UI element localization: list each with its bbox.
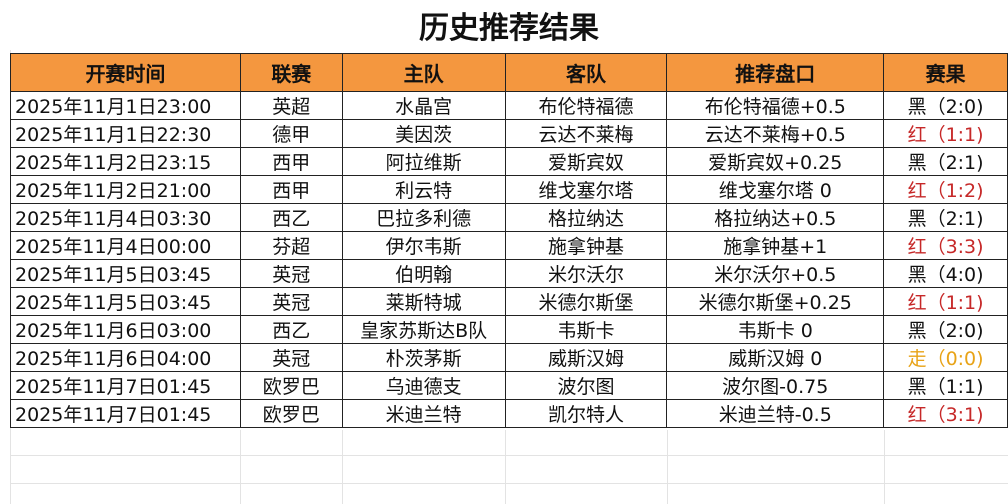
cell-home[interactable]: 水晶宫 — [341, 91, 506, 120]
results-table: 开赛时间 联赛 主队 客队 推荐盘口 赛果 2025年11月1日23:00 英超 水晶宫 布伦特… — [10, 53, 1008, 428]
cell-time[interactable]: 2025年11月4日00:00 — [10, 231, 241, 260]
cell-pick[interactable]: 爱斯宾奴+0.25 — [666, 147, 885, 176]
table-row: 2025年11月7日01:45 欧罗巴 米迪兰特 凯尔特人 米迪兰特-0.5 红（3:1) — [10, 399, 1008, 428]
cell-away[interactable]: 云达不莱梅 — [504, 119, 668, 148]
table-row: 2025年11月4日03:30 西乙 巴拉多利德 格拉纳达 格拉纳达+0.5 黑（2:1) — [10, 203, 1008, 232]
cell-league[interactable]: 西乙 — [239, 203, 343, 232]
cell-league[interactable]: 英超 — [239, 91, 343, 120]
table-row: 2025年11月7日01:45 欧罗巴 乌迪德支 波尔图 波尔图-0.75 黑（1:1) — [10, 371, 1008, 400]
cell-time[interactable]: 2025年11月6日04:00 — [10, 343, 241, 372]
cell-home[interactable]: 伯明翰 — [341, 259, 506, 288]
cell-time[interactable]: 2025年11月1日22:30 — [10, 119, 241, 148]
header-recommended-line[interactable]: 推荐盘口 — [666, 53, 885, 92]
cell-pick[interactable]: 施拿钟基+1 — [666, 231, 885, 260]
cell-result[interactable]: 黑（2:1) — [883, 203, 1008, 232]
grid-line — [667, 430, 668, 504]
table-row: 2025年11月6日03:00 西乙 皇家苏斯达B队 韦斯卡 韦斯卡 0 黑（2:0) — [10, 315, 1008, 344]
table-row: 2025年11月1日23:00 英超 水晶宫 布伦特福德 布伦特福德+0.5 黑（2:0) — [10, 91, 1008, 120]
cell-pick[interactable]: 米德尔斯堡+0.25 — [666, 287, 885, 316]
cell-away[interactable]: 维戈塞尔塔 — [504, 175, 668, 204]
cell-away[interactable]: 凯尔特人 — [504, 399, 668, 428]
cell-result[interactable]: 红（1:1) — [883, 119, 1008, 148]
cell-time[interactable]: 2025年11月1日23:00 — [10, 91, 241, 120]
cell-time[interactable]: 2025年11月6日03:00 — [10, 315, 241, 344]
cell-away[interactable]: 米尔沃尔 — [504, 259, 668, 288]
cell-result[interactable]: 红（3:1) — [883, 399, 1008, 428]
cell-away[interactable]: 布伦特福德 — [504, 91, 668, 120]
cell-pick[interactable]: 维戈塞尔塔 0 — [666, 175, 885, 204]
table-row: 2025年11月6日04:00 英冠 朴茨茅斯 威斯汉姆 威斯汉姆 0 走（0:0) — [10, 343, 1008, 372]
cell-pick[interactable]: 韦斯卡 0 — [666, 315, 885, 344]
cell-time[interactable]: 2025年11月2日21:00 — [10, 175, 241, 204]
cell-away[interactable]: 施拿钟基 — [504, 231, 668, 260]
cell-league[interactable]: 德甲 — [239, 119, 343, 148]
cell-home[interactable]: 美因茨 — [341, 119, 506, 148]
header-result[interactable]: 赛果 — [883, 53, 1008, 92]
cell-home[interactable]: 朴茨茅斯 — [341, 343, 506, 372]
cell-pick[interactable]: 米尔沃尔+0.5 — [666, 259, 885, 288]
grid-line — [505, 430, 506, 504]
cell-result[interactable]: 黑（1:1) — [883, 371, 1008, 400]
cell-result[interactable]: 黑（2:1) — [883, 147, 1008, 176]
cell-league[interactable]: 英冠 — [239, 343, 343, 372]
cell-time[interactable]: 2025年11月7日01:45 — [10, 371, 241, 400]
table-row: 2025年11月2日21:00 西甲 利云特 维戈塞尔塔 维戈塞尔塔 0 红（1:2) — [10, 175, 1008, 204]
header-away-team[interactable]: 客队 — [504, 53, 668, 92]
cell-home[interactable]: 米迪兰特 — [341, 399, 506, 428]
cell-result[interactable]: 黑（2:0) — [883, 91, 1008, 120]
cell-away[interactable]: 威斯汉姆 — [504, 343, 668, 372]
cell-result[interactable]: 红（1:1) — [883, 287, 1008, 316]
cell-home[interactable]: 乌迪德支 — [341, 371, 506, 400]
cell-pick[interactable]: 米迪兰特-0.5 — [666, 399, 885, 428]
cell-time[interactable]: 2025年11月4日03:30 — [10, 203, 241, 232]
cell-away[interactable]: 爱斯宾奴 — [504, 147, 668, 176]
cell-home[interactable]: 巴拉多利德 — [341, 203, 506, 232]
cell-away[interactable]: 格拉纳达 — [504, 203, 668, 232]
table-row: 2025年11月5日03:45 英冠 莱斯特城 米德尔斯堡 米德尔斯堡+0.25 红（1:… — [10, 287, 1008, 316]
cell-pick[interactable]: 布伦特福德+0.5 — [666, 91, 885, 120]
cell-away[interactable]: 米德尔斯堡 — [504, 287, 668, 316]
cell-time[interactable]: 2025年11月2日23:15 — [10, 147, 241, 176]
cell-league[interactable]: 西乙 — [239, 315, 343, 344]
cell-league[interactable]: 芬超 — [239, 231, 343, 260]
cell-league[interactable]: 西甲 — [239, 147, 343, 176]
header-home-team[interactable]: 主队 — [341, 53, 506, 92]
cell-league[interactable]: 英冠 — [239, 287, 343, 316]
sheet-title[interactable]: 历史推荐结果 — [10, 0, 1008, 50]
cell-result[interactable]: 红（1:2) — [883, 175, 1008, 204]
cell-result[interactable]: 红（3:3) — [883, 231, 1008, 260]
grid-line — [240, 430, 241, 504]
table-row: 2025年11月1日22:30 德甲 美因茨 云达不莱梅 云达不莱梅+0.5 红（1:1) — [10, 119, 1008, 148]
cell-league[interactable]: 欧罗巴 — [239, 399, 343, 428]
cell-result[interactable]: 黑（2:0) — [883, 315, 1008, 344]
cell-league[interactable]: 英冠 — [239, 259, 343, 288]
cell-home[interactable]: 莱斯特城 — [341, 287, 506, 316]
cell-result[interactable]: 黑（4:0) — [883, 259, 1008, 288]
cell-home[interactable]: 阿拉维斯 — [341, 147, 506, 176]
cell-pick[interactable]: 云达不莱梅+0.5 — [666, 119, 885, 148]
header-kickoff-time[interactable]: 开赛时间 — [10, 53, 241, 92]
table-row: 2025年11月5日03:45 英冠 伯明翰 米尔沃尔 米尔沃尔+0.5 黑（4:0) — [10, 259, 1008, 288]
grid-line — [342, 430, 343, 504]
grid-line — [884, 430, 885, 504]
cell-home[interactable]: 利云特 — [341, 175, 506, 204]
cell-pick[interactable]: 波尔图-0.75 — [666, 371, 885, 400]
cell-league[interactable]: 西甲 — [239, 175, 343, 204]
cell-home[interactable]: 皇家苏斯达B队 — [341, 315, 506, 344]
cell-time[interactable]: 2025年11月5日03:45 — [10, 259, 241, 288]
cell-time[interactable]: 2025年11月5日03:45 — [10, 287, 241, 316]
cell-league[interactable]: 欧罗巴 — [239, 371, 343, 400]
cell-away[interactable]: 波尔图 — [504, 371, 668, 400]
cell-pick[interactable]: 格拉纳达+0.5 — [666, 203, 885, 232]
cell-pick[interactable]: 威斯汉姆 0 — [666, 343, 885, 372]
cell-away[interactable]: 韦斯卡 — [504, 315, 668, 344]
cell-result[interactable]: 走（0:0) — [883, 343, 1008, 372]
cell-home[interactable]: 伊尔韦斯 — [341, 231, 506, 260]
table-row: 2025年11月4日00:00 芬超 伊尔韦斯 施拿钟基 施拿钟基+1 红（3:3) — [10, 231, 1008, 260]
table-row: 2025年11月2日23:15 西甲 阿拉维斯 爱斯宾奴 爱斯宾奴+0.25 黑（2:1) — [10, 147, 1008, 176]
cell-time[interactable]: 2025年11月7日01:45 — [10, 399, 241, 428]
header-league[interactable]: 联赛 — [239, 53, 343, 92]
